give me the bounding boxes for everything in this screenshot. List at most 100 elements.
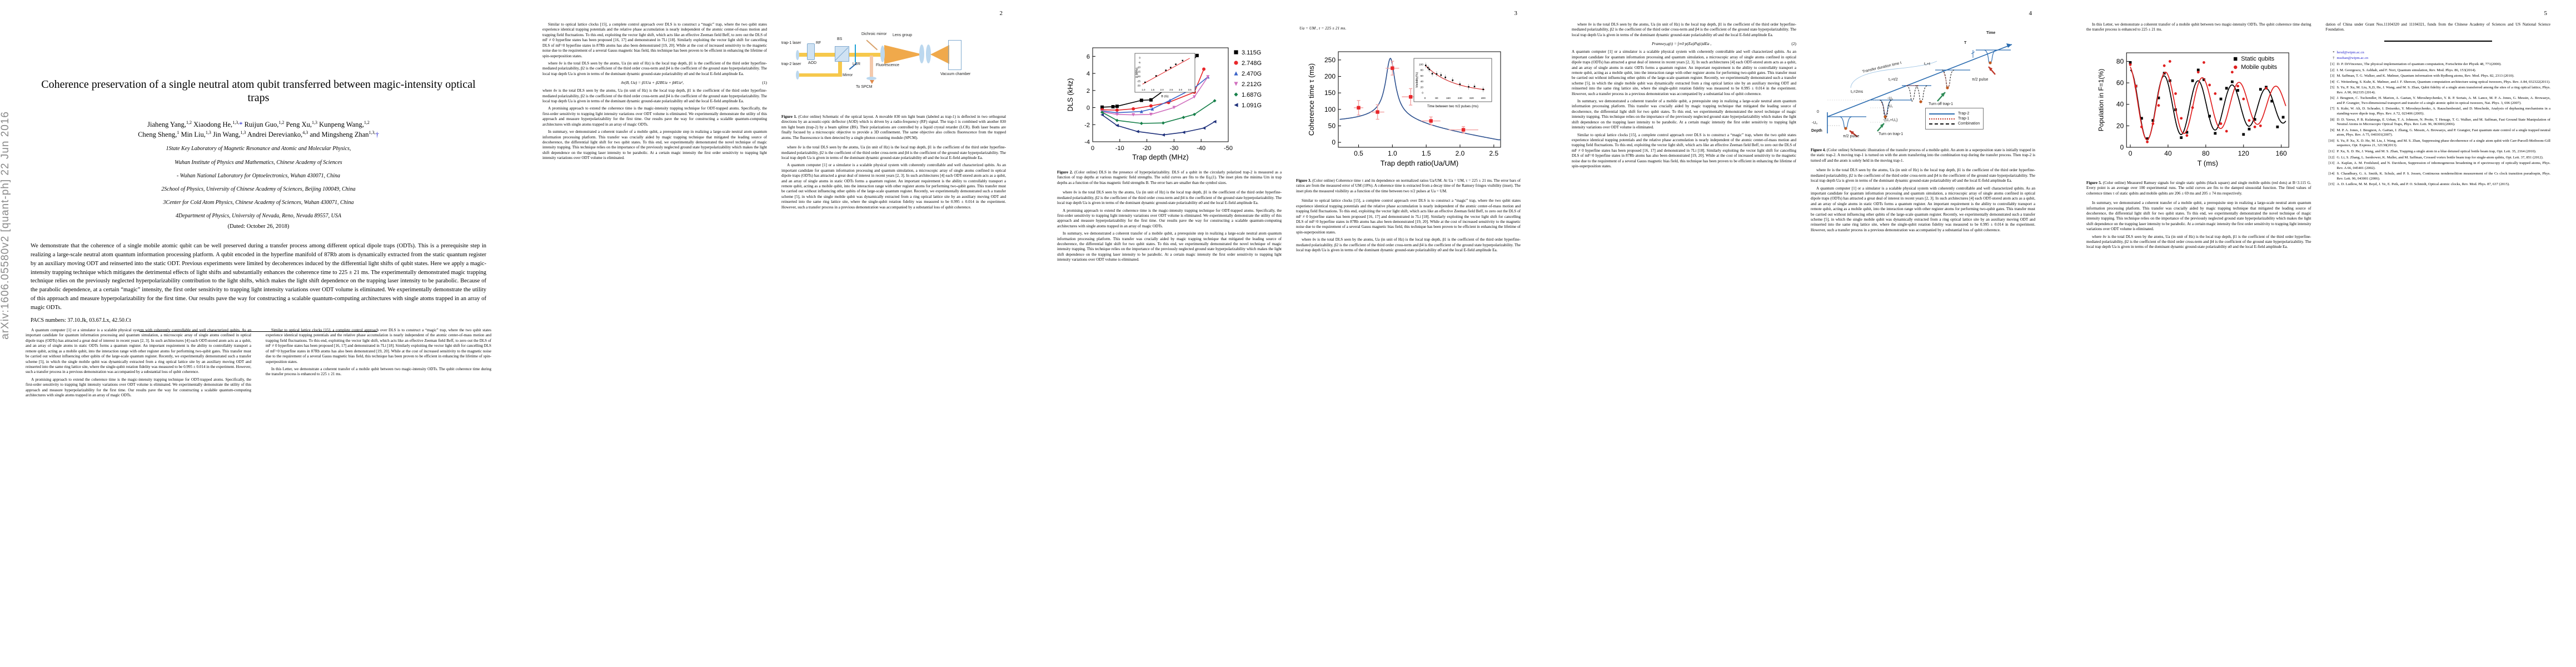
figure-2-caption-text: (Color online) DLS in the presence of hy… (1057, 170, 1282, 185)
reference-number: [15] (2328, 182, 2335, 187)
reference-text: D. P. DiVincenzo, The physical implement… (2336, 62, 2502, 66)
abstract: We demonstrate that the coherence of a s… (31, 243, 486, 311)
lcr-plate-icon (855, 44, 856, 62)
legend-item-combination: Combination (1929, 122, 1980, 126)
page5-column-1: In this Letter, we demonstrate a coheren… (2086, 22, 2311, 252)
svg-text:-20: -20 (1143, 145, 1152, 152)
svg-text:4: 4 (1087, 71, 1090, 77)
reference-item: [14] S. Chaudhury, G. A. Smith, K. Schulz… (2326, 172, 2551, 181)
reference-text: M. Saffman, T. G. Walker, and K. Mølmer,… (2336, 74, 2514, 78)
label-time: Time (1986, 31, 1996, 35)
svg-text:160: 160 (1446, 97, 1451, 100)
reference-item: [9] M. P. A. Jones, J. Beugnon, A. Gaëtan… (2326, 128, 2551, 138)
svg-text:Mobile qubits: Mobile qubits (2241, 64, 2277, 71)
svg-text:Trap depth (MHz): Trap depth (MHz) (1132, 153, 1188, 161)
beam-fold-vertical (838, 54, 842, 77)
svg-text:0: 0 (1087, 105, 1090, 112)
svg-text:-40: -40 (1197, 145, 1205, 152)
label-zero: 0 (1817, 110, 1819, 114)
svg-text:Trap depth ratio(Ua/UM): Trap depth ratio(Ua/UM) (1381, 159, 1458, 167)
divider-rule (139, 331, 377, 332)
page-number: 4 (2029, 10, 2032, 17)
reference-item: [13] A. Kaplan, A. M. Fredslund, and N. D… (2326, 161, 2551, 171)
reference-item: [12] G. Li, S. Zhang, L. Isenhower, K. Ma… (2326, 156, 2551, 161)
reference-number: [14] (2328, 172, 2335, 176)
svg-text:Population in F=1(%): Population in F=1(%) (2097, 69, 2105, 131)
reference-text: M. P. A. Jones, J. Beugnon, A. Gaëtan, J… (2336, 128, 2551, 137)
email-hexd[interactable]: hexd@wipm.ac.cn (2336, 50, 2364, 54)
paragraph: where δν is the total DLS seen by the at… (1572, 22, 1796, 37)
dichroic-mirror-icon (866, 39, 878, 51)
paragraph: In this Letter, we demonstrate a coheren… (2086, 22, 2311, 32)
paragraph: A promising approach to extend the coher… (1057, 208, 1282, 228)
figure-1-number: Figure 1. (781, 115, 797, 119)
affiliation-3: 3Center for Cold Atom Physics, Chinese A… (163, 200, 354, 206)
label-rf: RF (816, 41, 821, 45)
paragraph: Similar to optical lattice clocks [15], … (1572, 132, 1796, 169)
paragraph: Similar to optical lattice clocks [15], … (266, 328, 491, 364)
figure-1: trap-1 laser RF trap-2 laser AOD BS LCR … (781, 28, 1006, 141)
acknowledgment-tail: dation of China under Grant Nos.11104320… (2325, 22, 2551, 32)
lens-icon (926, 44, 931, 63)
coherence-time-chart: 0.5 1.0 1.5 2.0 2.5 0 50 100 150 200 250 Trap depth… (1296, 36, 1521, 175)
svg-text:-30: -30 (1137, 84, 1140, 87)
svg-text:0: 0 (1332, 138, 1336, 146)
fluorescence-beam (870, 56, 873, 78)
paragraph: A promising approach to extend the coher… (26, 377, 251, 398)
paragraph: In this Letter, we demonstrate a coheren… (266, 366, 491, 377)
reference-number: [7] (2330, 107, 2335, 111)
figure-4-legend: Trap-2 Trap-1 Combination (1925, 108, 1984, 130)
svg-text:Coherence time τ (ms): Coherence time τ (ms) (1307, 63, 1316, 136)
label-to-spcm: To SPCM (856, 85, 873, 89)
numbered-references: [1] D. P. DiVincenzo, The physical implem… (2326, 62, 2551, 187)
svg-text:0.5: 0.5 (1354, 150, 1363, 157)
page-3: 3 0 -10 -20 -30 -40 -50 -4 -2 0 2 4 6 Trap depth (MH… (1032, 0, 1546, 667)
label-t0-plus-half-t: t₀+t/2 (1889, 78, 1898, 82)
affiliation-2: 2School of Physics, University of Chines… (161, 186, 356, 192)
svg-text:2: 2 (1087, 88, 1090, 94)
reference-item: [5] S. Yu, P. Xu, M. Liu, X,D, He, J. Wan… (2326, 86, 2550, 95)
transfer-schematic-svg (1827, 43, 2012, 137)
figure-2-number: Figure 2. (1057, 170, 1073, 175)
svg-text:120: 120 (2238, 150, 2249, 157)
email-mszhan[interactable]: mszhan@wipm.ac.cn (2336, 56, 2369, 61)
page1-columns: A quantum computer [1] or a simulator is… (0, 328, 517, 400)
figure-5-caption: Figure 5. (Color online) Measured Ramsey… (2086, 181, 2311, 196)
svg-text:-10: -10 (1115, 145, 1124, 152)
legend-item-trap2: Trap-2 (1929, 112, 1980, 116)
svg-text:400: 400 (1481, 97, 1486, 100)
page3-column-1: 0 -10 -20 -30 -40 -50 -4 -2 0 2 4 6 Trap depth (MHz)… (1057, 22, 1282, 265)
affiliation-1: 1State Key Laboratory of Magnetic Resona… (166, 146, 351, 152)
reference-item: [15] A. D. Ludlow, M. M. Boyd, J. Ye, E. … (2326, 182, 2551, 187)
reference-number: [12] (2328, 155, 2335, 160)
label-pi2-pulse-2: π/2 pulse (1972, 78, 1989, 82)
label-T: T (1964, 41, 1967, 45)
reference-number: [6] (2330, 96, 2335, 101)
reference-number: [9] (2330, 128, 2335, 132)
svg-text:3.5: 3.5 (1188, 88, 1192, 91)
figure-4-caption: Figure 4. (Color online) Schematic illus… (1811, 148, 2035, 163)
equation-2-body: Pramsey,q(t) = ∫∞0 p(Ea)Pq(t)dEa , (1652, 41, 1712, 47)
figure-3-number: Figure 3. (1296, 178, 1312, 183)
svg-text:2.212G: 2.212G (1242, 81, 1262, 88)
svg-text:-25: -25 (1137, 79, 1140, 82)
page4-column-1: where δν is the total DLS seen by the at… (1572, 22, 1796, 235)
reference-number: [13] (2328, 161, 2335, 166)
svg-text:0: 0 (1139, 57, 1140, 59)
svg-text:-30: -30 (1169, 145, 1178, 152)
svg-text:2.748G: 2.748G (1242, 60, 1262, 67)
label-minus-U0-U1: -(U₀+U₁) (1883, 118, 1898, 122)
page4-columns: where δν is the total DLS seen by the at… (1546, 22, 2061, 235)
legend-label-combination: Combination (1958, 122, 1980, 126)
svg-text:-10: -10 (1137, 66, 1140, 68)
fig5-svg: 0 40 80 120 160 0 20 40 60 80 T (ms) Population in … (2097, 52, 2289, 167)
svg-text:-20: -20 (1137, 75, 1140, 78)
label-lcr: LCR (853, 62, 861, 66)
svg-text:150: 150 (1324, 89, 1336, 97)
focus-cone (884, 45, 923, 64)
reference-text: S. Chaudhury, G. A. Smith, K. Schulz, an… (2336, 172, 2551, 181)
reference-item: [3] M. Saffman, T. G. Walker, and K. Mølm… (2326, 74, 2551, 79)
figure-5-caption-text: (Color online) Measured Ramsey signals f… (2086, 180, 2311, 196)
svg-text:0: 0 (1422, 92, 1423, 95)
